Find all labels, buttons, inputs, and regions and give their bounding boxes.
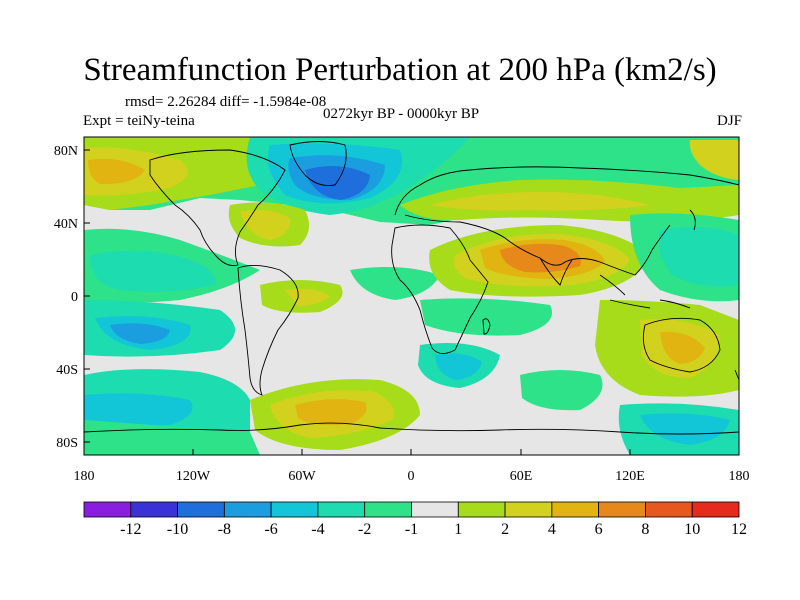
season-label: DJF: [716, 113, 742, 129]
lon-label: 0: [408, 469, 415, 484]
contour-region: [435, 353, 482, 380]
colorbar-swatch: [551, 501, 600, 518]
experiment-text: Expt = teiNy-teina: [83, 113, 195, 129]
lat-axis: 80N 40N 0 40S 80S: [54, 144, 90, 451]
colorbar-label: -8: [218, 521, 231, 538]
stats-text: rmsd= 2.26284 diff= -1.5984e-08: [125, 94, 327, 110]
map-field: [84, 137, 739, 455]
colorbar-label: 8: [641, 521, 649, 538]
contour-region: [660, 331, 705, 364]
colorbar-label: 6: [595, 521, 603, 538]
contour-region: [305, 166, 370, 200]
colorbar-label: -6: [264, 521, 277, 538]
contour-region: [240, 210, 291, 240]
lat-label: 0: [71, 290, 78, 305]
colorbar-label: -4: [311, 521, 324, 538]
colorbar-label: 10: [684, 521, 700, 538]
colorbar-swatch: [364, 501, 412, 518]
colorbar-label: -12: [120, 521, 141, 538]
lat-label: 80N: [54, 144, 78, 159]
lon-axis: 180 120W 60W 0 60E 120E 180: [74, 449, 750, 484]
colorbar-label: 12: [731, 521, 747, 538]
lat-label: 80S: [56, 436, 78, 451]
contour-region: [430, 192, 650, 211]
contour-region: [520, 370, 603, 411]
contour-region: [689, 140, 739, 180]
lon-label: 180: [729, 469, 750, 484]
colorbar-swatch: [457, 501, 506, 518]
colorbar-swatch: [83, 501, 132, 518]
colorbar-label: 4: [548, 521, 556, 538]
colorbar-swatch: [645, 501, 693, 518]
colorbar-label: -2: [358, 521, 371, 538]
colorbar-label: -10: [167, 521, 188, 538]
colorbar-swatch: [177, 501, 225, 518]
lon-label: 60E: [510, 469, 533, 484]
lon-label: 180: [74, 469, 95, 484]
colorbar-swatch: [223, 501, 272, 518]
colorbar-swatch: [411, 501, 459, 518]
colorbar-label: 1: [454, 521, 462, 538]
colorbar-label: 2: [501, 521, 509, 538]
contour-region: [90, 250, 216, 292]
colorbar: -12 -10 -8 -6 -4 -2 -1 1 2 4 6 8 10 12: [83, 501, 747, 538]
colorbar-swatch: [270, 501, 319, 518]
lon-label: 120W: [176, 469, 211, 484]
contour-region: [295, 399, 367, 426]
colorbar-swatch: [317, 501, 366, 518]
period-text: 0272kyr BP - 0000kyr BP: [323, 106, 480, 122]
plot-title: Streamfunction Perturbation at 200 hPa (…: [83, 52, 717, 88]
contour-region: [658, 226, 739, 287]
colorbar-label: -1: [405, 521, 418, 538]
contour-region: [84, 420, 260, 455]
contour-region: [110, 323, 170, 344]
lat-label: 40N: [54, 217, 78, 232]
contour-region: [84, 393, 193, 426]
contour-region: [640, 413, 730, 445]
lon-label: 120E: [615, 469, 645, 484]
contour-region: [88, 158, 145, 185]
contour-region: [350, 266, 440, 300]
lon-label: 60W: [288, 469, 316, 484]
colorbar-swatch: [598, 501, 646, 518]
colorbar-swatch: [691, 501, 740, 518]
colorbar-swatch: [130, 501, 178, 518]
colorbar-swatch: [504, 501, 553, 518]
lat-label: 40S: [56, 363, 78, 378]
contour-region: [420, 298, 552, 336]
coastlines: [84, 141, 739, 435]
